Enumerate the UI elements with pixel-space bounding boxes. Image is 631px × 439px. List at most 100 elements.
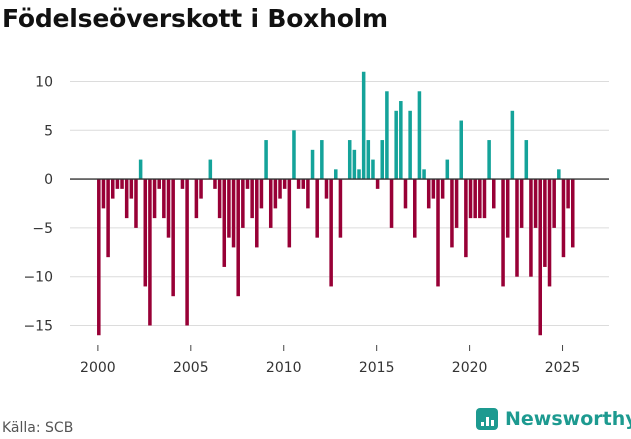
bar — [152, 179, 157, 219]
bar — [264, 140, 268, 180]
bar — [245, 179, 250, 189]
bar — [533, 179, 538, 228]
bar — [259, 179, 264, 209]
bar — [157, 179, 161, 189]
bar — [310, 149, 315, 180]
bar — [282, 179, 287, 189]
bar — [501, 179, 505, 287]
y-tick-label: −5 — [32, 221, 53, 237]
bar — [324, 179, 329, 199]
bar-chart-icon — [476, 408, 498, 430]
bar — [120, 179, 124, 189]
bar — [478, 179, 482, 219]
source-label: Källa: SCB — [2, 420, 74, 436]
bar — [217, 179, 222, 219]
bar — [115, 179, 120, 189]
bar — [138, 159, 143, 180]
newsworthy-logo: Newsworthy — [476, 408, 631, 430]
bar — [97, 179, 101, 336]
bar — [338, 179, 343, 238]
bar — [468, 179, 473, 219]
bar — [273, 179, 278, 209]
bar — [529, 179, 533, 277]
bar — [375, 179, 380, 189]
bar — [334, 169, 338, 180]
x-axis-ticks: 2000 2005 2010 2015 2020 2025 — [80, 345, 580, 376]
bar — [519, 179, 524, 228]
bar — [213, 179, 217, 189]
bar — [222, 179, 227, 267]
bar — [436, 179, 440, 287]
bar — [101, 179, 106, 209]
x-tick-label: 2010 — [266, 360, 302, 376]
bar — [552, 179, 556, 228]
y-tick-label: −15 — [23, 318, 53, 334]
bar — [492, 179, 496, 209]
bar — [380, 140, 385, 180]
bar — [292, 130, 296, 180]
bar — [570, 179, 575, 248]
y-tick-label: 5 — [44, 123, 53, 139]
bar — [320, 140, 324, 180]
bar — [473, 179, 477, 219]
bar — [301, 179, 306, 189]
bar — [371, 159, 375, 180]
bar — [208, 159, 213, 180]
bar — [227, 179, 231, 238]
bar — [129, 179, 134, 199]
bar — [134, 179, 138, 228]
bar — [106, 179, 110, 258]
bar — [166, 179, 171, 238]
y-tick-label: 0 — [44, 172, 53, 188]
bar — [278, 179, 282, 199]
bar — [510, 110, 515, 180]
bar — [557, 169, 561, 180]
bar — [561, 179, 566, 258]
bar — [464, 179, 468, 258]
bar — [385, 91, 389, 180]
bar — [287, 179, 292, 248]
bar — [547, 179, 552, 287]
bar — [366, 140, 371, 180]
bar — [268, 179, 273, 228]
bar — [389, 179, 394, 228]
bar — [306, 179, 310, 209]
bar — [408, 110, 412, 180]
x-tick-label: 2005 — [173, 360, 209, 376]
bar — [487, 140, 491, 180]
bar — [199, 179, 203, 199]
bar — [515, 179, 519, 277]
bar — [543, 179, 547, 267]
bar — [445, 159, 450, 180]
bar — [426, 179, 431, 209]
bar — [162, 179, 166, 219]
bar — [403, 179, 408, 209]
chart-title: Födelseöverskott i Boxholm — [2, 4, 388, 33]
bar — [124, 179, 129, 219]
x-tick-label: 2015 — [359, 360, 395, 376]
bar — [524, 140, 529, 180]
bar — [236, 179, 240, 297]
x-tick-label: 2000 — [80, 360, 116, 376]
y-tick-label: 10 — [35, 75, 53, 91]
bar — [241, 179, 245, 228]
bar — [250, 179, 254, 219]
bar — [505, 179, 510, 238]
bar — [143, 179, 148, 287]
bar — [347, 140, 352, 180]
bar — [148, 179, 152, 326]
x-tick-label: 2020 — [452, 360, 488, 376]
x-tick-label: 2025 — [545, 360, 581, 376]
bar — [171, 179, 175, 297]
bar — [110, 179, 115, 199]
bar — [454, 179, 459, 228]
bar — [255, 179, 259, 248]
bar — [422, 169, 426, 180]
bar — [482, 179, 487, 219]
bar — [231, 179, 236, 248]
bar-chart: 10 5 0 −5 −10 −15 2000 2005 2010 2015 2020 2025 — [23, 71, 609, 376]
bar — [352, 149, 357, 180]
bar — [413, 179, 417, 238]
bar — [399, 101, 403, 180]
bar — [538, 179, 542, 336]
